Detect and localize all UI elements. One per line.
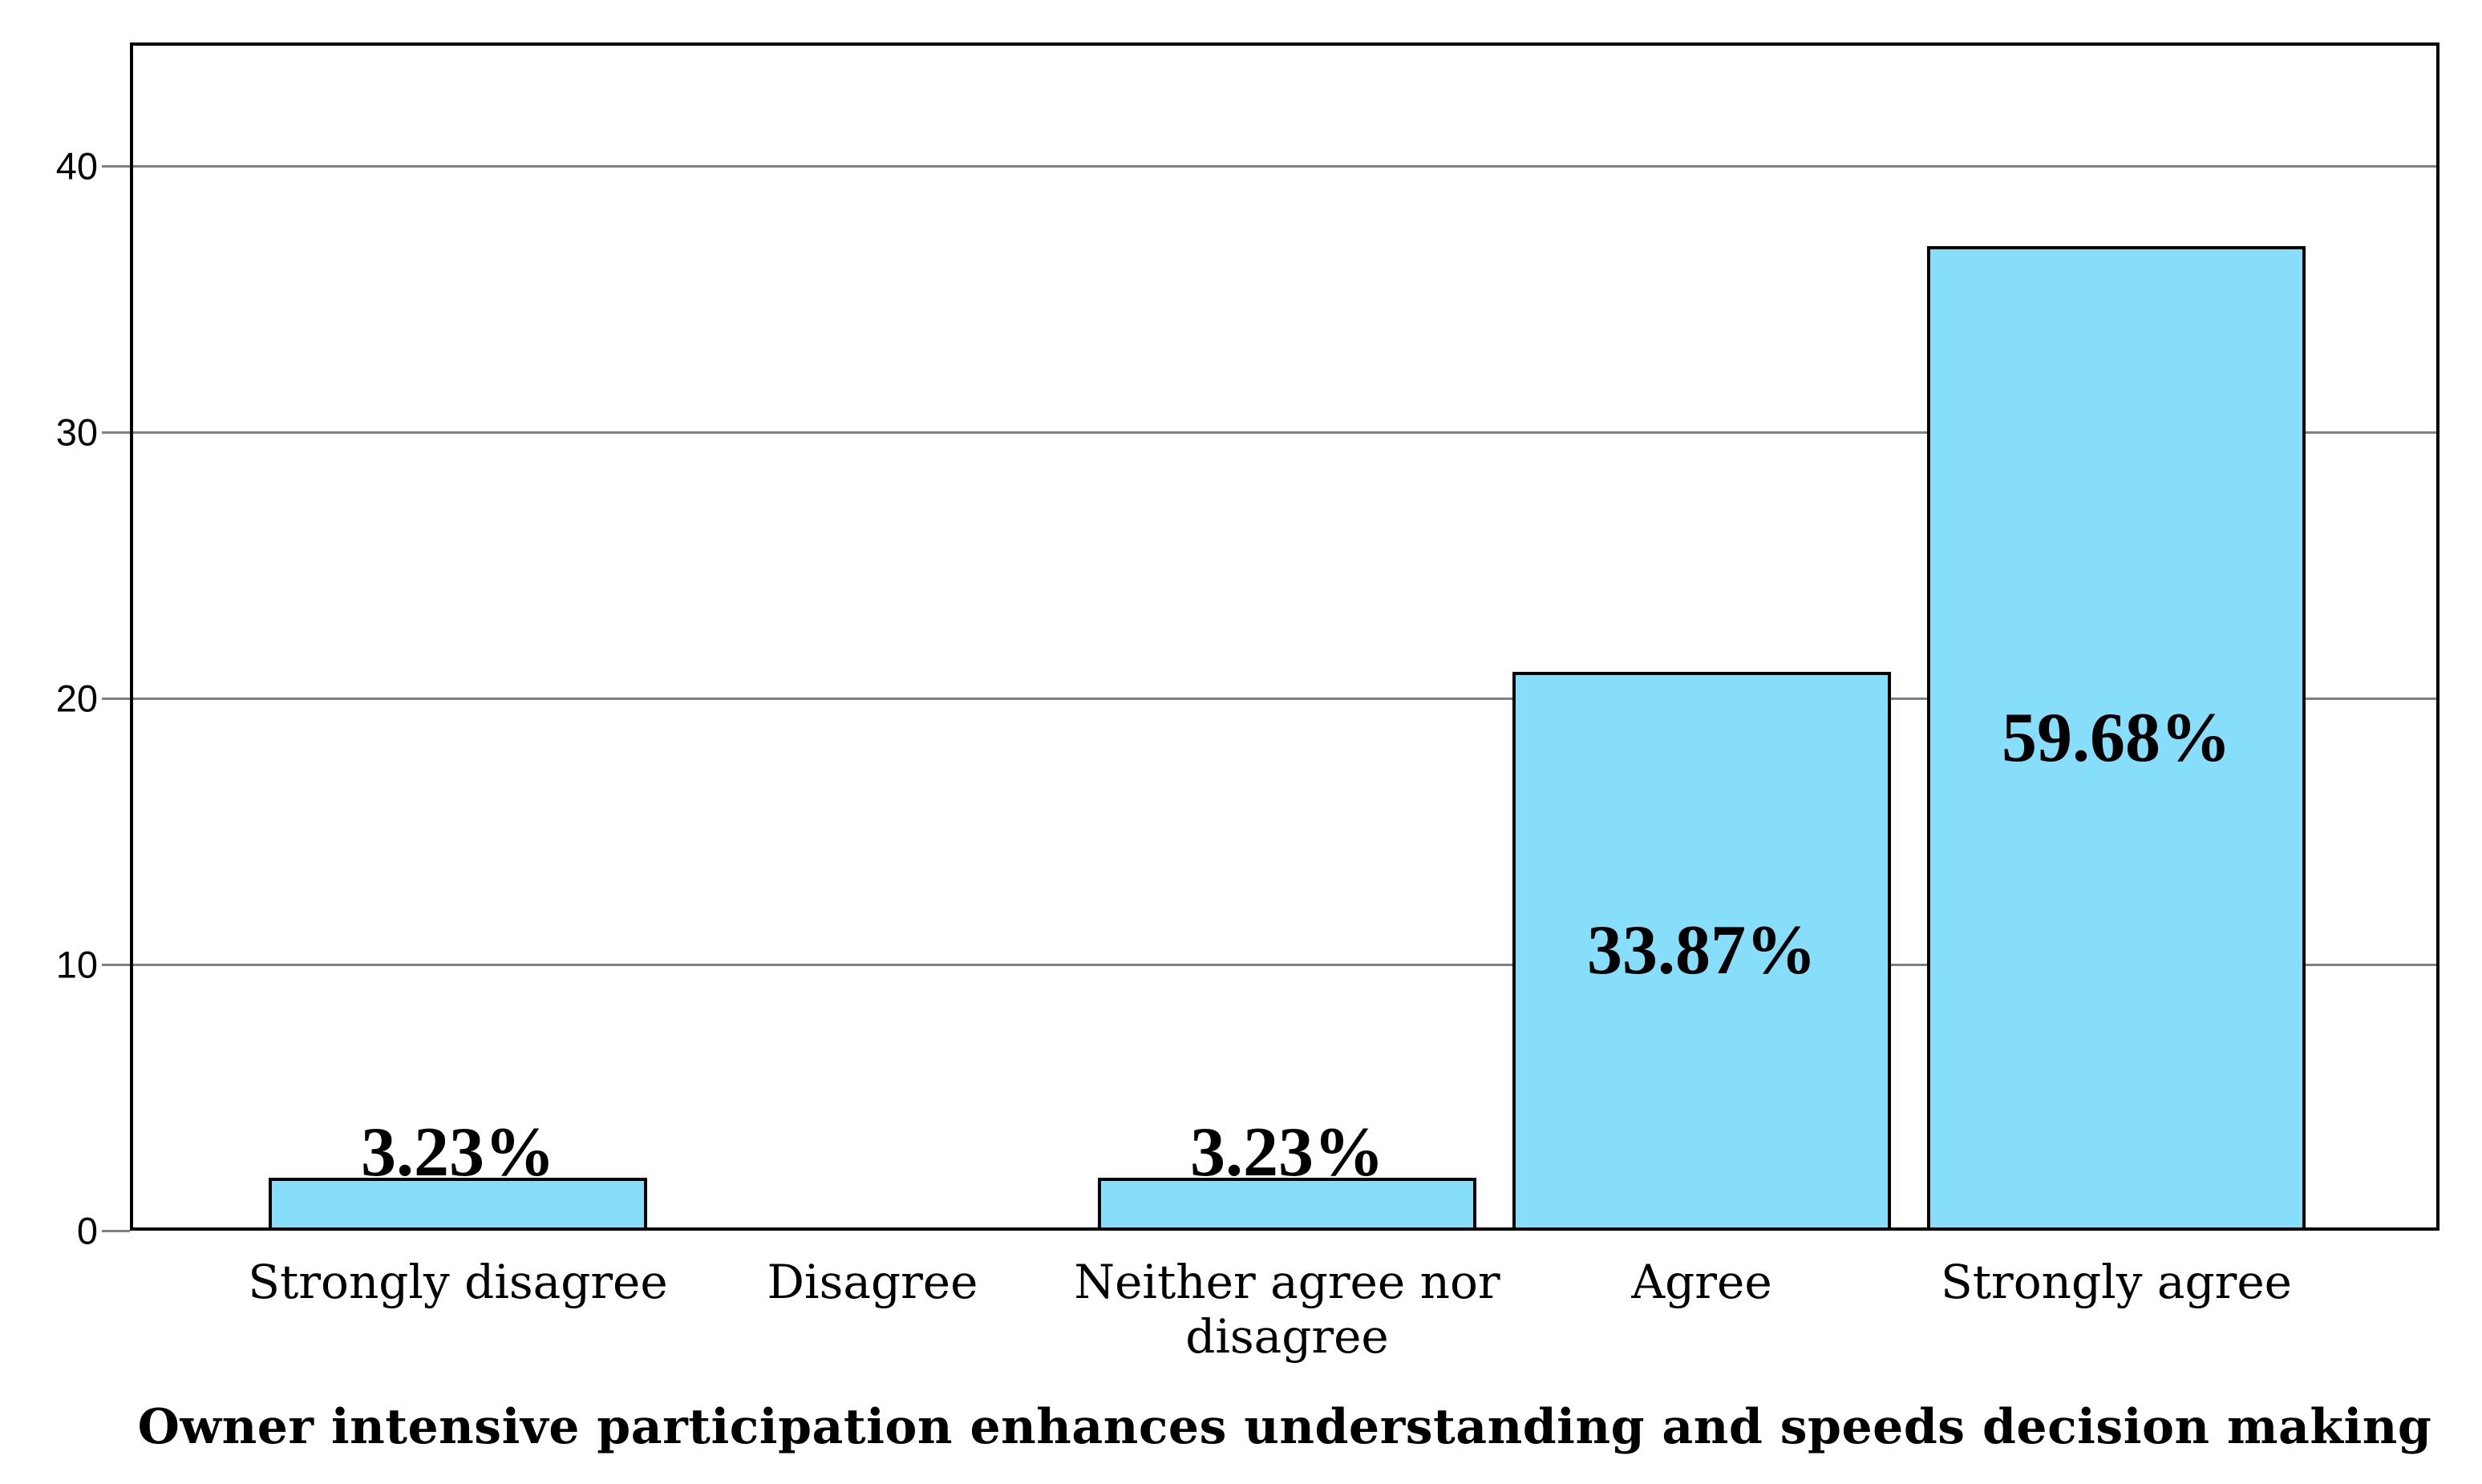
y-tick-mark-10: [102, 964, 130, 966]
gridline-10: [133, 964, 2436, 966]
x-tick-label-neither-agree-nor-disagree: Neither agree nor disagree: [1074, 1255, 1500, 1364]
y-tick-label-0: 0: [76, 1209, 98, 1252]
y-tick-mark-40: [102, 165, 130, 168]
y-tick-label-30: 30: [55, 410, 98, 454]
x-tick-label-strongly-agree: Strongly agree: [1940, 1255, 2292, 1309]
y-tick-mark-30: [102, 431, 130, 434]
x-tick-label-strongly-disagree: Strongly disagree: [248, 1255, 668, 1309]
bar-value-label-agree: 33.87%: [1587, 912, 1816, 990]
bar-agree: [1512, 671, 1891, 1231]
bar-neither-agree-nor-disagree: [1098, 1177, 1476, 1231]
bar-value-label-neither-agree-nor-disagree: 3.23%: [1190, 1113, 1384, 1191]
gridline-30: [133, 431, 2436, 434]
y-tick-label-40: 40: [55, 144, 98, 188]
chart-title: Owner intensive participation enhances u…: [137, 1399, 2432, 1455]
gridline-20: [133, 698, 2436, 700]
y-tick-mark-0: [102, 1230, 130, 1232]
gridline-40: [133, 165, 2436, 168]
y-tick-label-20: 20: [55, 677, 98, 720]
y-tick-label-10: 10: [55, 943, 98, 986]
x-tick-label-agree: Agree: [1631, 1255, 1772, 1309]
bar-value-label-strongly-agree: 59.68%: [2002, 698, 2231, 777]
bar-value-label-strongly-disagree: 3.23%: [361, 1113, 555, 1191]
bar-strongly-agree: [1927, 245, 2306, 1231]
bar-strongly-disagree: [269, 1177, 647, 1231]
y-tick-mark-20: [102, 698, 130, 700]
x-tick-label-disagree: Disagree: [767, 1255, 978, 1309]
